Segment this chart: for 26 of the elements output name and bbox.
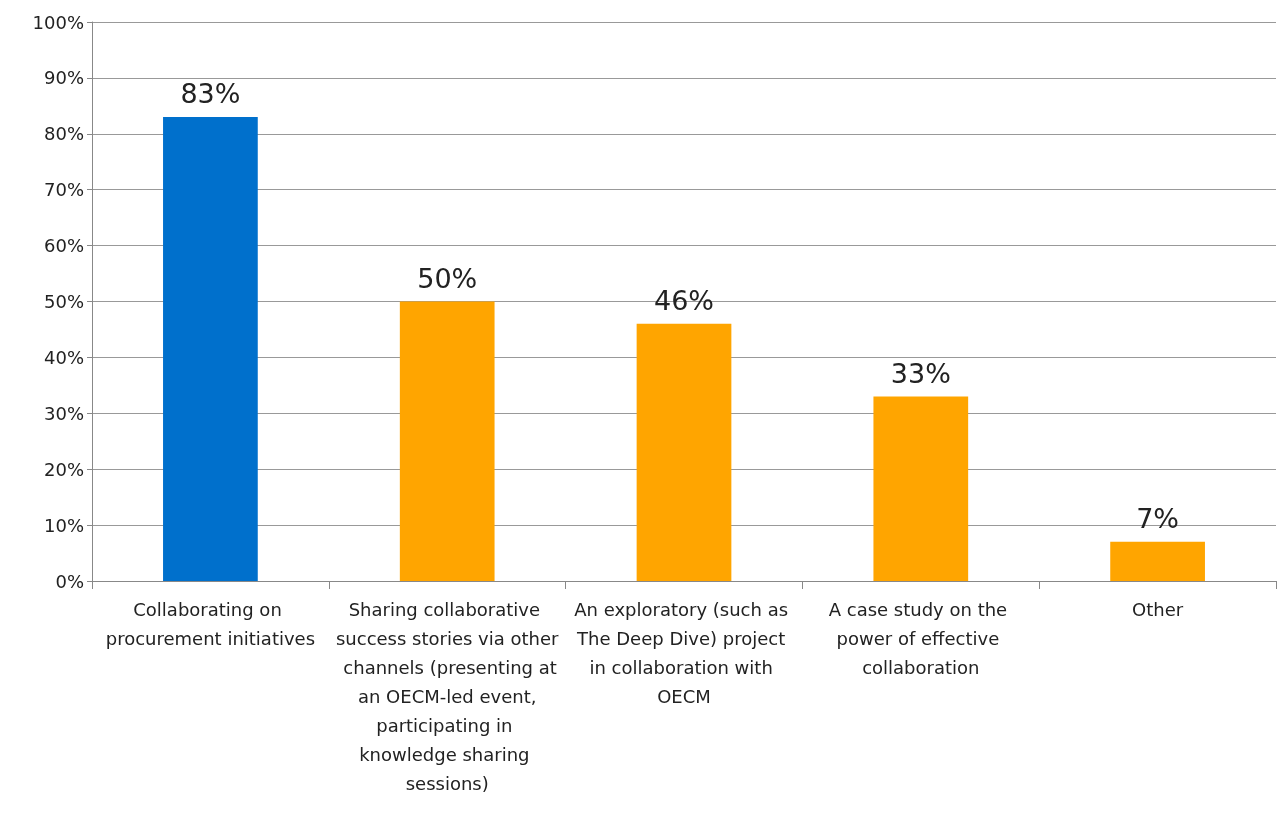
data-label: 83%: [180, 78, 241, 110]
y-tick-label: 80%: [43, 123, 84, 145]
bar: [399, 301, 495, 581]
x-tick-label: Other: [1132, 599, 1184, 620]
bar: [1110, 541, 1205, 581]
y-tick-label: 0%: [55, 570, 84, 592]
bar: [636, 323, 732, 581]
y-tick-label: 90%: [43, 67, 84, 89]
bar: [873, 396, 969, 581]
y-tick-label: 50%: [43, 291, 84, 312]
data-label: 33%: [890, 357, 951, 389]
data-label: 7%: [1136, 502, 1180, 534]
y-tick-label: 40%: [43, 346, 84, 368]
y-tick-label: 60%: [43, 235, 84, 257]
data-label: 46%: [653, 284, 715, 316]
y-tick-label: 70%: [43, 179, 84, 201]
y-tick-label: 10%: [43, 514, 84, 536]
y-tick-label: 100%: [32, 11, 84, 33]
data-label: 50%: [417, 262, 478, 294]
x-tick-label: A case study on the power of effective collaboration: [828, 599, 1013, 678]
x-tick-label: Collaborating on procurement initiatives: [105, 599, 316, 649]
x-tick-label: Sharing collaborative success stories via other channels (presenting at an OECM-led event, participating in knowledge sharing sessions): [335, 599, 560, 794]
bar: [163, 117, 258, 581]
y-tick-label: 30%: [43, 402, 84, 424]
y-tick-label: 20%: [43, 458, 84, 480]
x-tick-label: An exploratory (such as The Deep Dive) project in collaboration with OECM: [574, 599, 794, 707]
